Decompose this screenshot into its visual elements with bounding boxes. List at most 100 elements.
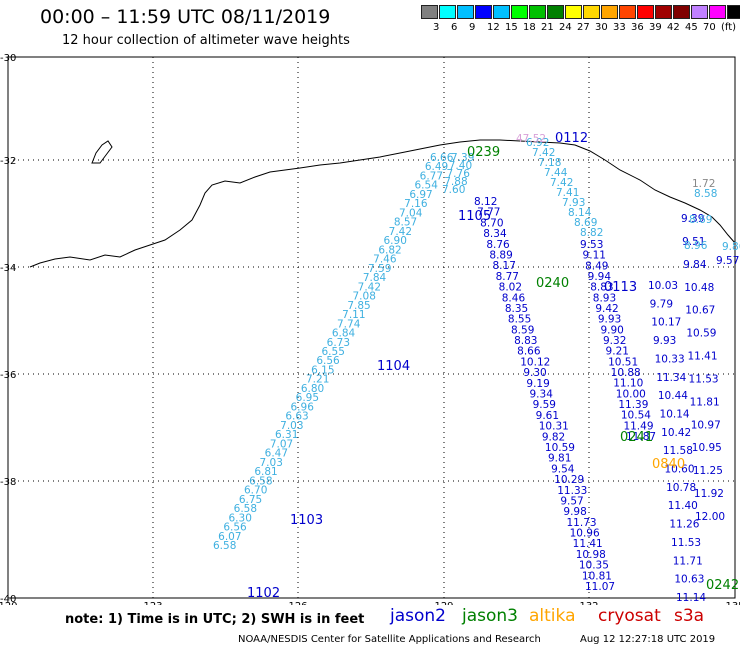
wave-value: 9.53 (580, 239, 603, 251)
wave-value: 6.90 (384, 235, 407, 247)
wave-value: 11.71 (673, 555, 703, 567)
pass-id-label: 0113 (604, 280, 637, 295)
wave-height-map: 6.586.076.566.306.586.756.706.586.817.03… (0, 53, 740, 605)
color-scale-label: 3 (433, 22, 440, 33)
wave-value: 11.53 (689, 373, 719, 385)
wave-value: 11.07 (585, 581, 615, 593)
wave-value: 1.72 (692, 178, 715, 190)
pass-id-label: 0242 (706, 578, 739, 593)
wave-value: 6.75 (239, 494, 262, 506)
wave-value: 10.33 (655, 353, 685, 365)
wave-value: 7.39 (451, 152, 474, 164)
wave-value: 8.82 (580, 227, 603, 239)
wave-value: 10.88 (611, 367, 641, 379)
wave-value: 7.03 (280, 420, 303, 432)
map-subtitle: 12 hour collection of altimeter wave hei… (62, 33, 350, 48)
wave-value: 10.03 (648, 280, 678, 292)
color-scale-cell (457, 5, 474, 19)
wave-value: 6.15 (311, 364, 334, 376)
wave-value: 8.77 (496, 271, 519, 283)
wave-value: 8.12 (474, 196, 497, 208)
wave-value: 11.14 (676, 592, 706, 604)
wave-value: 11.33 (557, 485, 587, 497)
color-scale-label: 39 (649, 22, 662, 33)
wave-value: 6.58 (249, 475, 272, 487)
wave-value: 11.58 (663, 445, 693, 457)
wave-value: 6.66 (430, 152, 454, 164)
wave-value: 7.93 (562, 197, 585, 209)
wave-value: 10.97 (691, 419, 721, 431)
wave-value: 11.25 (693, 465, 723, 477)
lat-label: -38 (0, 477, 16, 488)
wave-value: 10.14 (660, 408, 690, 420)
wave-value: 7.04 (399, 207, 423, 219)
color-scale-label: 33 (613, 22, 626, 33)
color-scale-label: 42 (667, 22, 680, 33)
wave-value: 7.42 (532, 147, 555, 159)
wave-value: 8.17 (493, 260, 516, 272)
wave-value: 8.69 (689, 214, 712, 226)
lat-label: -36 (0, 370, 16, 381)
wave-value: 9.39 (681, 213, 704, 225)
wave-value: 8.55 (508, 314, 531, 326)
lat-label: -32 (0, 156, 16, 167)
wave-value: 11.87 (626, 431, 656, 443)
wave-value: 9.93 (598, 314, 621, 326)
color-scale-label: 21 (541, 22, 554, 33)
wave-value: 8.59 (511, 324, 534, 336)
pass-id-label: 0241 (620, 430, 653, 445)
wave-value: 9.57 (716, 255, 739, 267)
color-scale-cell (727, 5, 740, 19)
footer-credit: NOAA/NESDIS Center for Satellite Applica… (238, 634, 541, 645)
legend-item-s3a: s3a (674, 606, 705, 626)
wave-value: 11.41 (687, 351, 717, 363)
wave-value: 7.07 (270, 438, 293, 450)
wave-value: 8.89 (489, 249, 512, 261)
wave-value: 10.98 (576, 549, 606, 561)
wave-value: 10.59 (686, 328, 716, 340)
wave-value: 10.31 (539, 421, 569, 433)
color-scale-label: 36 (631, 22, 644, 33)
wave-value: 6.31 (275, 429, 298, 441)
wave-value: 6.56 (316, 355, 340, 367)
color-scale-cell (691, 5, 708, 19)
wave-value: 8.76 (486, 239, 510, 251)
wave-value: 8.58 (694, 188, 717, 200)
wave-value: 9.34 (530, 389, 554, 401)
wave-value: 7.11 (342, 309, 365, 321)
wave-value: 8.83 (590, 282, 613, 294)
wave-value: 6.07 (218, 531, 241, 543)
color-scale-cell (493, 5, 510, 19)
wave-value: 10.29 (554, 474, 584, 486)
wave-value: 7.08 (353, 291, 376, 303)
pass-id-label: 0840 (652, 457, 685, 472)
pass-id-label: 0112 (555, 131, 588, 146)
wave-value: 7.84 (363, 272, 387, 284)
color-scale-cell (511, 5, 528, 19)
coastline (29, 139, 736, 268)
wave-value: 8.70 (480, 217, 503, 229)
wave-value: 11.73 (567, 517, 597, 529)
color-scale-label: 45 (685, 22, 698, 33)
wave-value: 6.30 (229, 512, 252, 524)
wave-value: 6.49 (425, 161, 448, 173)
lat-label: -34 (0, 263, 16, 274)
wave-value: 11.26 (669, 519, 699, 531)
wave-value: 11.92 (694, 488, 724, 500)
wave-value: 9.93 (653, 335, 676, 347)
color-scale-label: 12 (487, 22, 500, 33)
pass-id-label: 1103 (290, 513, 323, 528)
color-scale-label: 18 (523, 22, 536, 33)
wave-value: 6.82 (378, 244, 401, 256)
wave-value: 9.42 (595, 303, 618, 315)
wave-value: 9.54 (551, 463, 575, 475)
color-scale-cell (583, 5, 600, 19)
wave-value: 8.02 (499, 282, 522, 294)
wave-value: 7.59 (368, 263, 391, 275)
wave-value: 6.77 (420, 170, 443, 182)
color-scale-cell (673, 5, 690, 19)
wave-value: 7.41 (556, 187, 579, 199)
color-scale-label: 27 (577, 22, 590, 33)
color-scale-label: 9 (469, 22, 476, 33)
legend-item-jason3: jason3 (462, 606, 518, 626)
